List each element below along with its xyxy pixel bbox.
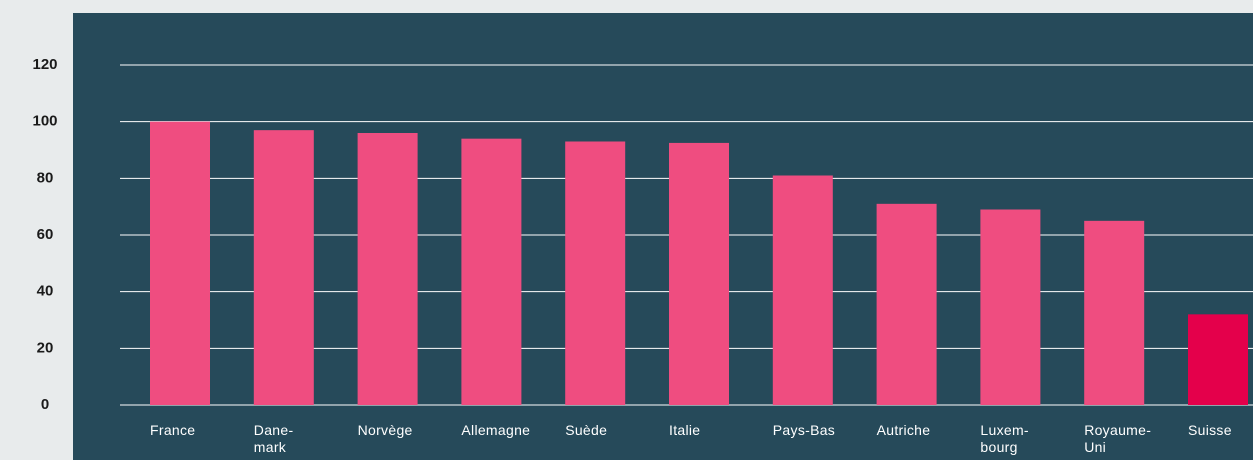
x-tick-label: Norvège xyxy=(357,422,413,438)
x-tick-label: Luxem- bourg xyxy=(980,422,1029,455)
x-tick-label: Autriche xyxy=(876,422,931,438)
x-tick-label: Suisse xyxy=(1188,422,1232,438)
y-tick-label: 0 xyxy=(41,396,49,413)
bar xyxy=(669,142,729,405)
bar xyxy=(461,138,522,405)
bar xyxy=(772,175,833,405)
bar xyxy=(253,130,314,405)
x-tick-label: Royaume- Uni xyxy=(1084,422,1152,455)
bar xyxy=(357,133,418,405)
y-tick-label: 40 xyxy=(37,283,54,300)
y-tick-label: 100 xyxy=(32,113,57,130)
x-tick-label: Pays-Bas xyxy=(772,422,836,438)
x-tick-label: France xyxy=(150,422,196,438)
y-tick-label: 20 xyxy=(37,339,54,356)
y-tick-label: 60 xyxy=(37,226,54,243)
bar xyxy=(150,121,210,406)
x-tick-label: Italie xyxy=(669,422,701,438)
bar xyxy=(565,141,626,405)
bar xyxy=(876,203,937,405)
x-tick-label: Dane- mark xyxy=(253,422,294,455)
y-tick-label: 80 xyxy=(37,169,54,186)
bar xyxy=(980,209,1041,405)
bar xyxy=(1188,314,1248,405)
bar xyxy=(1084,220,1145,405)
x-tick-label: Allemagne xyxy=(461,422,531,438)
y-tick-label: 120 xyxy=(32,56,57,73)
x-tick-label: Suède xyxy=(565,422,608,438)
